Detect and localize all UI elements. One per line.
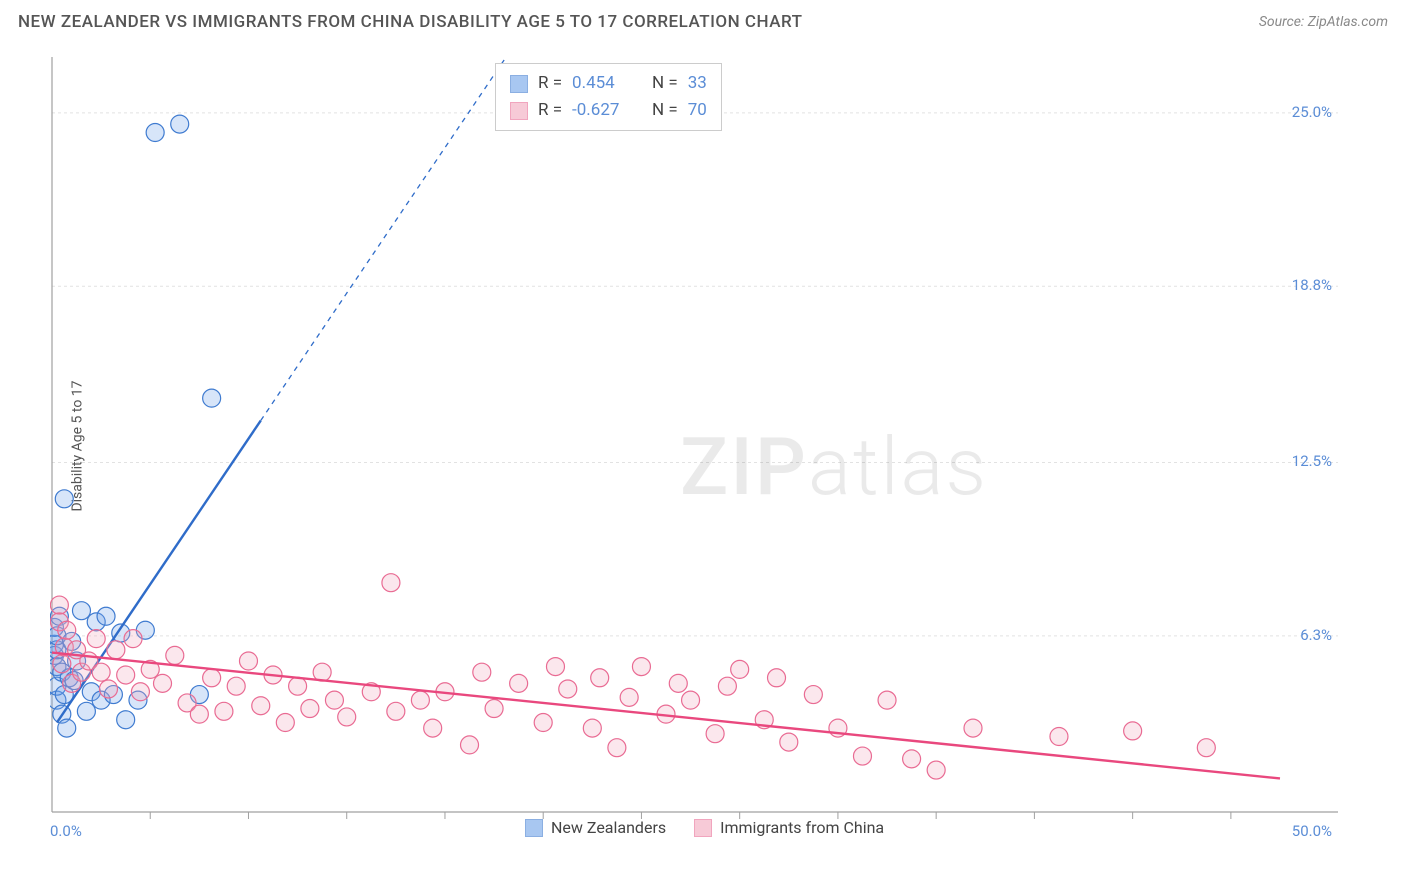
legend-swatch-cn xyxy=(694,819,712,837)
data-point-cn xyxy=(301,700,319,718)
stats-row-nz: R = 0.454 N = 33 xyxy=(510,70,707,97)
trend-line-cn xyxy=(52,653,1280,779)
data-point-cn xyxy=(124,630,142,648)
data-point-cn xyxy=(591,669,609,687)
data-point-cn xyxy=(252,697,270,715)
chart-title: NEW ZEALANDER VS IMMIGRANTS FROM CHINA D… xyxy=(18,12,802,32)
n-value-nz: 33 xyxy=(688,70,707,97)
data-point-nz xyxy=(77,702,95,720)
r-label: R = xyxy=(538,70,562,97)
data-point-nz xyxy=(146,124,164,142)
data-point-nz xyxy=(203,389,221,407)
r-label: R = xyxy=(538,97,562,124)
data-point-cn xyxy=(620,688,638,706)
r-value-cn: -0.627 xyxy=(572,97,642,124)
legend-label-nz: New Zealanders xyxy=(551,818,666,837)
data-point-cn xyxy=(878,691,896,709)
data-point-cn xyxy=(768,669,786,687)
source-attribution: Source: ZipAtlas.com xyxy=(1259,14,1388,30)
data-point-cn xyxy=(338,708,356,726)
data-point-cn xyxy=(964,719,982,737)
data-point-cn xyxy=(50,596,68,614)
data-point-cn xyxy=(387,702,405,720)
data-point-cn xyxy=(718,677,736,695)
swatch-nz xyxy=(510,75,528,93)
chart-area: ZIPatlas R =0.454N =33R =-0.627N =70 New… xyxy=(50,55,1340,840)
data-point-cn xyxy=(166,646,184,664)
data-point-cn xyxy=(1124,722,1142,740)
data-point-cn xyxy=(325,691,343,709)
data-point-cn xyxy=(731,660,749,678)
n-label: N = xyxy=(652,70,678,97)
data-point-cn xyxy=(154,674,172,692)
data-point-cn xyxy=(227,677,245,695)
data-point-cn xyxy=(583,719,601,737)
data-point-nz xyxy=(72,602,90,620)
y-tick-label: 25.0% xyxy=(1292,103,1332,121)
data-point-cn xyxy=(669,674,687,692)
data-point-cn xyxy=(215,702,233,720)
data-point-cn xyxy=(289,677,307,695)
data-point-nz xyxy=(117,711,135,729)
data-point-cn xyxy=(203,669,221,687)
data-point-cn xyxy=(608,739,626,757)
data-point-cn xyxy=(534,714,552,732)
data-point-cn xyxy=(546,658,564,676)
data-point-cn xyxy=(559,680,577,698)
stats-row-cn: R = -0.627 N = 70 xyxy=(510,97,707,124)
data-point-cn xyxy=(461,736,479,754)
data-point-cn xyxy=(853,747,871,765)
n-value-cn: 70 xyxy=(688,97,707,124)
data-point-cn xyxy=(1197,739,1215,757)
legend-label-cn: Immigrants from China xyxy=(720,818,884,837)
swatch-cn xyxy=(510,102,528,120)
data-point-cn xyxy=(473,663,491,681)
data-point-nz xyxy=(55,490,73,508)
data-point-cn xyxy=(382,574,400,592)
data-point-cn xyxy=(903,750,921,768)
data-point-nz xyxy=(97,607,115,625)
y-tick-label: 18.8% xyxy=(1292,276,1332,294)
x-origin-label: 0.0% xyxy=(50,822,82,840)
y-tick-label: 6.3% xyxy=(1300,626,1332,644)
data-point-cn xyxy=(510,674,528,692)
data-point-nz xyxy=(58,719,76,737)
scatter-plot xyxy=(50,55,1340,840)
data-point-cn xyxy=(632,658,650,676)
data-point-cn xyxy=(190,705,208,723)
data-point-cn xyxy=(485,700,503,718)
data-point-cn xyxy=(58,621,76,639)
data-point-cn xyxy=(411,691,429,709)
data-point-cn xyxy=(53,655,71,673)
n-label: N = xyxy=(652,97,678,124)
data-point-cn xyxy=(239,652,257,670)
data-point-cn xyxy=(99,680,117,698)
data-point-cn xyxy=(276,714,294,732)
data-point-cn xyxy=(927,761,945,779)
data-point-nz xyxy=(171,115,189,133)
data-point-cn xyxy=(706,725,724,743)
legend-item-nz: New Zealanders xyxy=(525,818,666,837)
series-legend: New Zealanders Immigrants from China xyxy=(525,818,884,837)
legend-item-cn: Immigrants from China xyxy=(694,818,884,837)
r-value-nz: 0.454 xyxy=(572,70,642,97)
data-point-cn xyxy=(804,686,822,704)
data-point-cn xyxy=(780,733,798,751)
data-point-cn xyxy=(1050,728,1068,746)
data-point-cn xyxy=(117,666,135,684)
x-max-label: 50.0% xyxy=(1292,822,1332,840)
data-point-cn xyxy=(131,683,149,701)
data-point-cn xyxy=(87,630,105,648)
stats-legend-box: R = 0.454 N = 33 R = -0.627 N = 70 xyxy=(495,63,722,131)
data-point-cn xyxy=(92,663,110,681)
data-point-cn xyxy=(424,719,442,737)
data-point-cn xyxy=(682,691,700,709)
trend-extension-nz xyxy=(261,57,506,421)
legend-swatch-nz xyxy=(525,819,543,837)
y-tick-label: 12.5% xyxy=(1292,452,1332,470)
data-point-cn xyxy=(107,641,125,659)
